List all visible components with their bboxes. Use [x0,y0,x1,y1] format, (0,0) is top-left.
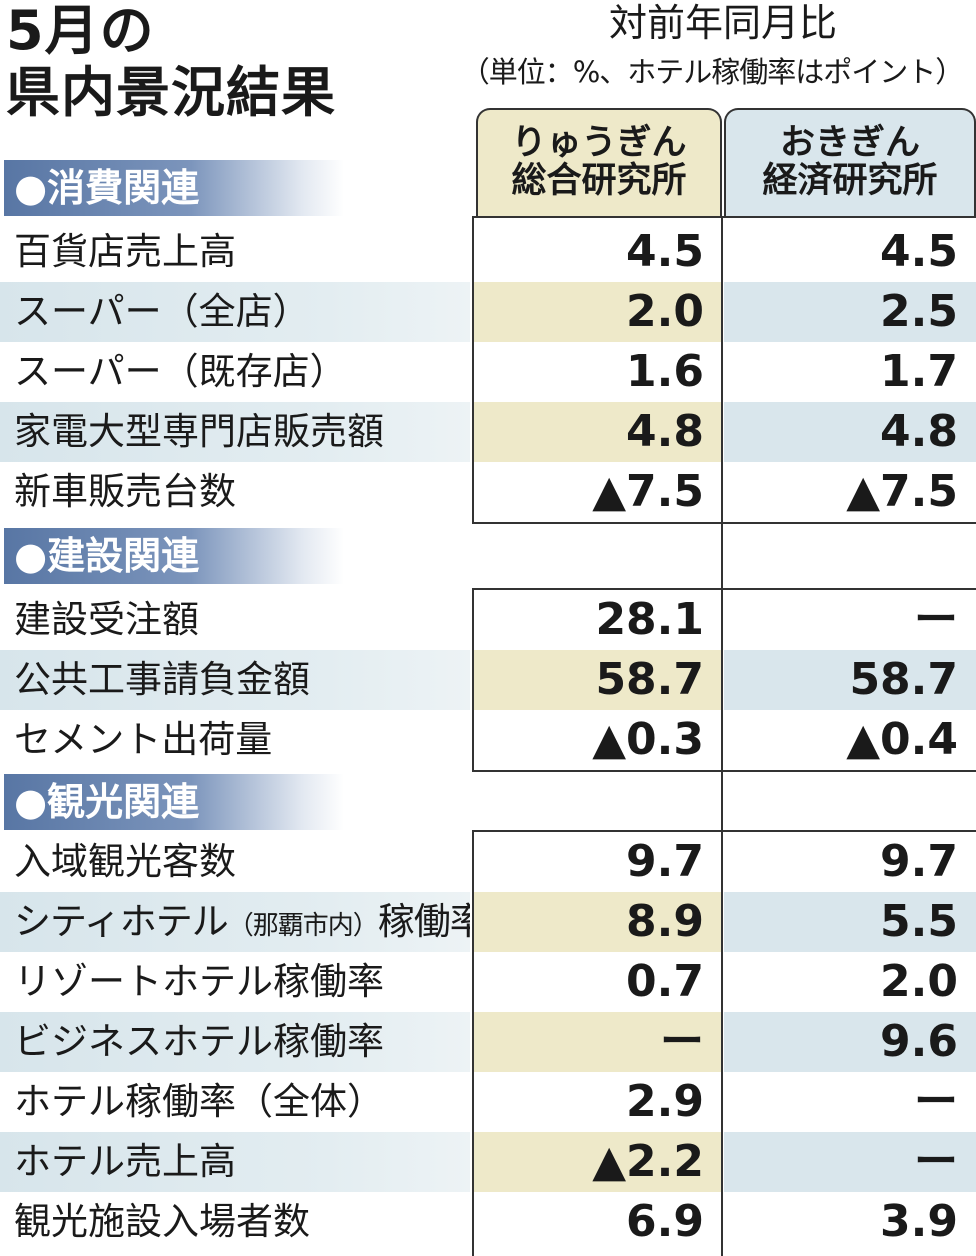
value-ryugin: ▲2.2 [472,1132,722,1192]
comparison-heading: 対前年同月比 [608,1,837,45]
table-row: 家電大型専門店販売額 4.8 4.8 [0,402,976,462]
table-row: 建設受注額 28.1 ー [0,590,976,650]
table-row: リゾートホテル稼働率 0.7 2.0 [0,952,976,1012]
table-row: ホテル稼働率（全体） 2.9 ー [0,1072,976,1132]
row-label: ホテル売上高 [0,1132,470,1192]
row-label: 家電大型専門店販売額 [0,402,470,462]
value-ryugin: ▲0.3 [592,714,704,765]
table-row: 百貨店売上高 4.5 4.5 [0,222,976,282]
column-header-okigin: おきぎん 経済研究所 [724,108,976,216]
value-ryugin: 4.5 [626,226,704,277]
value-okigin: ー [724,1132,976,1192]
value-okigin: ー [914,1076,958,1127]
row-label: ホテル稼働率（全体） [14,1080,384,1123]
column-header-okigin-line2: 経済研究所 [762,161,938,201]
column-header-ryugin: りゅうぎん 総合研究所 [476,108,722,216]
value-ryugin: 28.1 [595,594,704,645]
table-row: スーパー（全店） 2.0 2.5 [0,282,976,342]
section-heading-construction: ●建設関連 [4,528,344,584]
value-ryugin: 8.9 [472,892,722,952]
table-row: 入域観光客数 9.7 9.7 [0,832,976,892]
table-row: セメント出荷量 ▲0.3 ▲0.4 [0,710,976,770]
section-heading-consumption: ●消費関連 [4,160,344,216]
value-okigin: 4.5 [880,226,958,277]
value-okigin: 1.7 [880,346,958,397]
row-label-note: （那覇市内） [227,911,379,941]
value-okigin: ー [914,594,958,645]
row-label: リゾートホテル稼働率 [14,960,384,1003]
page-title-line2: 県内景況結果 [6,61,336,124]
table-row: 公共工事請負金額 58.7 58.7 [0,650,976,710]
value-ryugin: 2.9 [626,1076,704,1127]
value-okigin: 2.5 [724,282,976,342]
row-label: 建設受注額 [14,598,199,641]
column-header-ryugin-line2: 総合研究所 [511,161,687,201]
row-label: 新車販売台数 [14,470,236,513]
row-label: セメント出荷量 [14,718,273,761]
row-label: スーパー（全店） [0,282,470,342]
row-label: 公共工事請負金額 [0,650,470,710]
row-label-suffix: 稼働率 [377,900,470,943]
row-label: ビジネスホテル稼働率 [0,1012,470,1072]
value-okigin: 58.7 [724,650,976,710]
value-ryugin: 2.0 [472,282,722,342]
row-label: 入域観光客数 [14,840,236,883]
value-ryugin: ー [472,1012,722,1072]
row-label: シティホテル（那覇市内）稼働率 [0,892,470,952]
value-okigin: 5.5 [724,892,976,952]
table-row: ホテル売上高 ▲2.2 ー [0,1132,976,1192]
value-okigin: 9.7 [880,836,958,887]
unit-note: （単位：%、ホテル稼働率はポイント） [460,55,965,89]
row-label: 百貨店売上高 [14,230,236,273]
value-ryugin: ▲7.5 [592,466,704,517]
row-label: 観光施設入場者数 [14,1200,310,1243]
column-header-okigin-line1: おきぎん [779,123,920,164]
value-ryugin: 58.7 [472,650,722,710]
row-label-main: シティホテル [14,900,229,943]
section-heading-tourism: ●観光関連 [4,774,344,830]
row-label: スーパー（既存店） [14,350,347,393]
value-ryugin: 4.8 [472,402,722,462]
table-row: シティホテル（那覇市内）稼働率 8.9 5.5 [0,892,976,952]
table-row: ビジネスホテル稼働率 ー 9.6 [0,1012,976,1072]
column-header-ryugin-line1: りゅうぎん [511,123,687,164]
value-ryugin: 0.7 [626,956,704,1007]
value-ryugin: 1.6 [626,346,704,397]
page-title-line1: 5月の [6,0,155,62]
value-okigin: ▲7.5 [846,466,958,517]
value-okigin: 4.8 [724,402,976,462]
value-ryugin: 9.7 [626,836,704,887]
value-okigin: 9.6 [724,1012,976,1072]
value-okigin: 3.9 [880,1196,958,1247]
table-row: 新車販売台数 ▲7.5 ▲7.5 [0,462,976,522]
column-divider [721,216,723,1256]
table-row: 観光施設入場者数 6.9 3.9 [0,1192,976,1252]
value-okigin: 2.0 [880,956,958,1007]
value-okigin: ▲0.4 [846,714,958,765]
value-ryugin: 6.9 [626,1196,704,1247]
table-row: スーパー（既存店） 1.6 1.7 [0,342,976,402]
